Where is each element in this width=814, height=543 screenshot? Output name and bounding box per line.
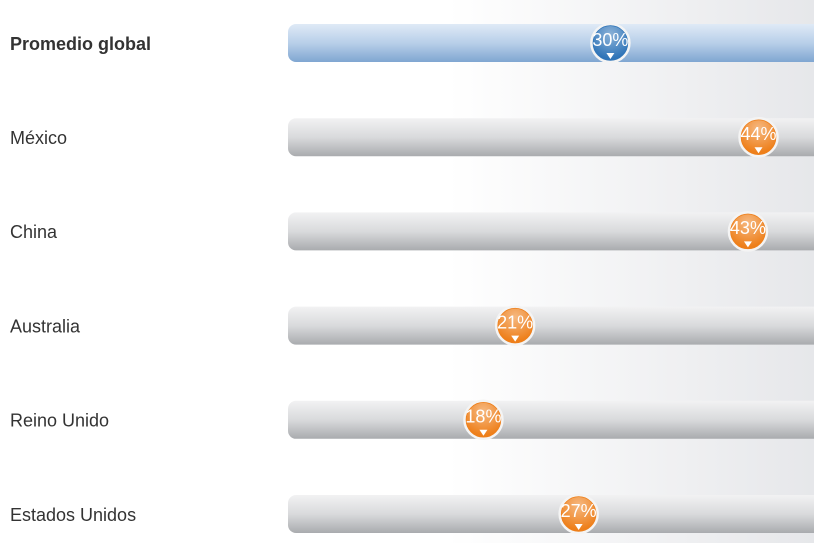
- value-label: 30%: [592, 30, 628, 50]
- marker-arrow: [754, 147, 763, 154]
- category-label: Promedio global: [10, 34, 151, 54]
- track: [288, 118, 814, 157]
- marker-shine: [466, 402, 501, 437]
- category-label: Estados Unidos: [10, 505, 136, 525]
- value-label: 44%: [741, 124, 777, 144]
- category-label: China: [10, 222, 58, 242]
- marker: 43%: [727, 211, 769, 252]
- marker-arrow: [574, 524, 583, 530]
- marker: 21%: [494, 305, 536, 346]
- marker: 30%: [590, 22, 631, 64]
- track: [288, 400, 814, 439]
- category-label: Australia: [10, 316, 81, 336]
- category-label: México: [10, 128, 67, 148]
- marker-arrow: [606, 53, 615, 59]
- track: [288, 495, 814, 533]
- marker-arrow: [479, 429, 488, 436]
- value-label: 27%: [561, 501, 597, 521]
- marker-shine: [593, 26, 628, 60]
- track: [288, 306, 814, 345]
- marker-arrow: [511, 335, 520, 342]
- marker: 18%: [463, 399, 504, 441]
- marker: 44%: [738, 116, 779, 158]
- marker: 27%: [558, 493, 599, 535]
- track: [288, 212, 814, 251]
- marker-shine: [741, 120, 776, 155]
- marker-shine: [730, 214, 765, 249]
- category-label: Reino Unido: [10, 411, 109, 431]
- track: [288, 24, 814, 62]
- marker-arrow: [743, 241, 752, 248]
- value-label: 21%: [497, 312, 533, 332]
- value-label: 43%: [730, 218, 766, 238]
- marker-shine: [498, 308, 533, 343]
- marker-shine: [561, 497, 596, 531]
- value-label: 18%: [465, 407, 501, 427]
